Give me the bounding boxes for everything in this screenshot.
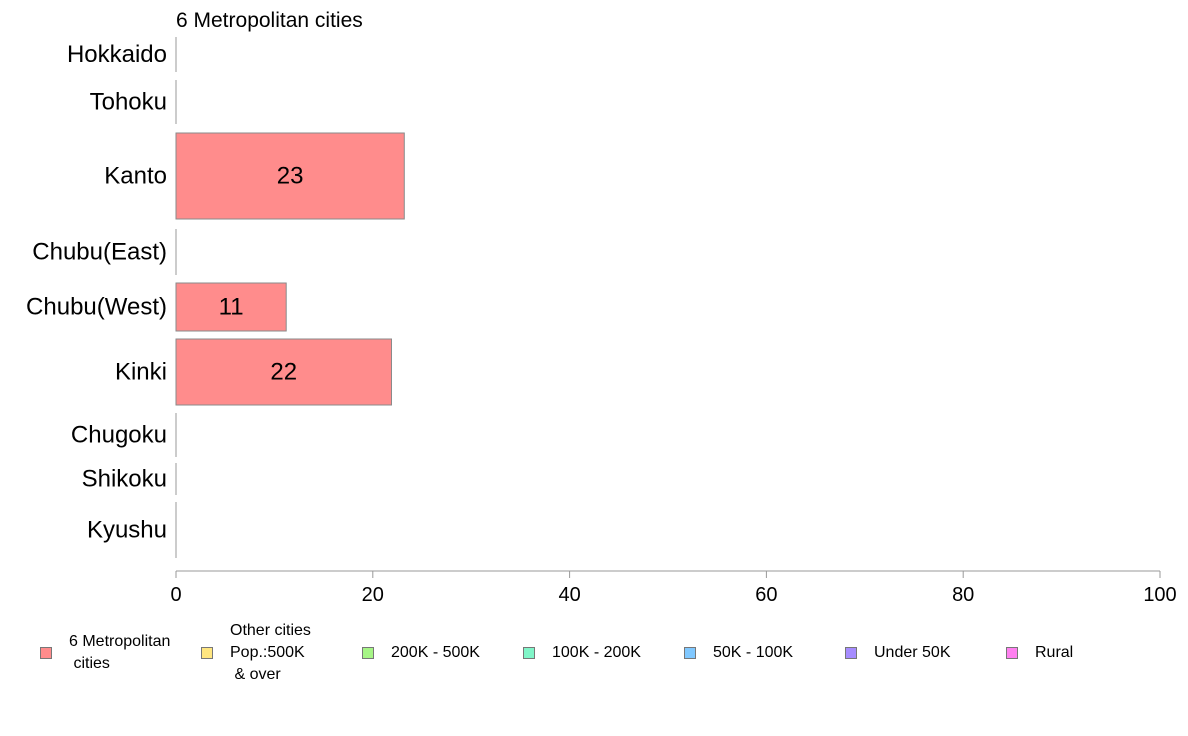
data-label: 11 — [219, 294, 244, 321]
category-label: Hokkaido — [67, 41, 167, 68]
chart-title: 6 Metropolitan cities — [176, 9, 363, 32]
legend-item: 6 Metropolitan cities — [40, 618, 170, 688]
legend-swatch — [362, 647, 374, 659]
category-label: Kinki — [115, 359, 167, 386]
data-label: 22 — [270, 359, 297, 386]
legend-swatch — [201, 647, 213, 659]
bar — [175, 132, 405, 220]
legend-label: Rural — [1035, 644, 1074, 661]
legend-item: 200K - 500K — [362, 618, 480, 688]
x-axis-ticks: 0 20 40 60 80 100 — [170, 571, 1177, 606]
legend-label: Other cities Pop.:500K & over — [230, 622, 311, 683]
bar — [175, 282, 287, 332]
category-label: Chugoku — [71, 422, 167, 449]
legend-swatch — [523, 647, 535, 659]
bars — [175, 37, 405, 558]
legend-item: 50K - 100K — [684, 618, 793, 688]
category-label: Tohoku — [90, 89, 167, 116]
legend-item: Rural — [1006, 618, 1073, 688]
legend-item: Under 50K — [845, 618, 951, 688]
category-label: Kyushu — [87, 517, 167, 544]
legend-label: Under 50K — [874, 644, 951, 661]
category-label: Kanto — [104, 163, 167, 190]
legend-swatch — [684, 647, 696, 659]
bar — [175, 338, 392, 406]
data-label: 23 — [277, 163, 304, 190]
legend-label: 200K - 500K — [391, 644, 480, 661]
legend-label: 100K - 200K — [552, 644, 641, 661]
x-tick-label: 20 — [362, 584, 384, 606]
category-labels: Hokkaido Tohoku Kanto Chubu(East) Chubu(West… — [26, 41, 167, 544]
data-labels: 23 11 22 — [219, 163, 304, 386]
chart: 6 Metropolitan cities Hokkaido Tohoku Kant… — [26, 9, 1177, 606]
legend: 6 Metropolitan cities Other cities Pop.:5… — [30, 618, 1160, 688]
legend-item: Other cities Pop.:500K & over — [201, 618, 311, 688]
x-tick-label: 60 — [755, 584, 777, 606]
legend-label: 50K - 100K — [713, 644, 794, 661]
legend-label: 6 Metropolitan cities — [69, 633, 171, 672]
x-tick-label: 80 — [952, 584, 974, 606]
category-label: Chubu(East) — [32, 239, 167, 266]
legend-swatch — [1006, 647, 1018, 659]
x-tick-label: 0 — [170, 584, 181, 606]
legend-swatch — [845, 647, 857, 659]
legend-item: 100K - 200K — [523, 618, 641, 688]
category-label: Shikoku — [82, 466, 167, 493]
legend-swatch — [40, 647, 52, 659]
x-tick-label: 40 — [558, 584, 580, 606]
x-tick-label: 100 — [1143, 584, 1176, 606]
category-label: Chubu(West) — [26, 294, 167, 321]
